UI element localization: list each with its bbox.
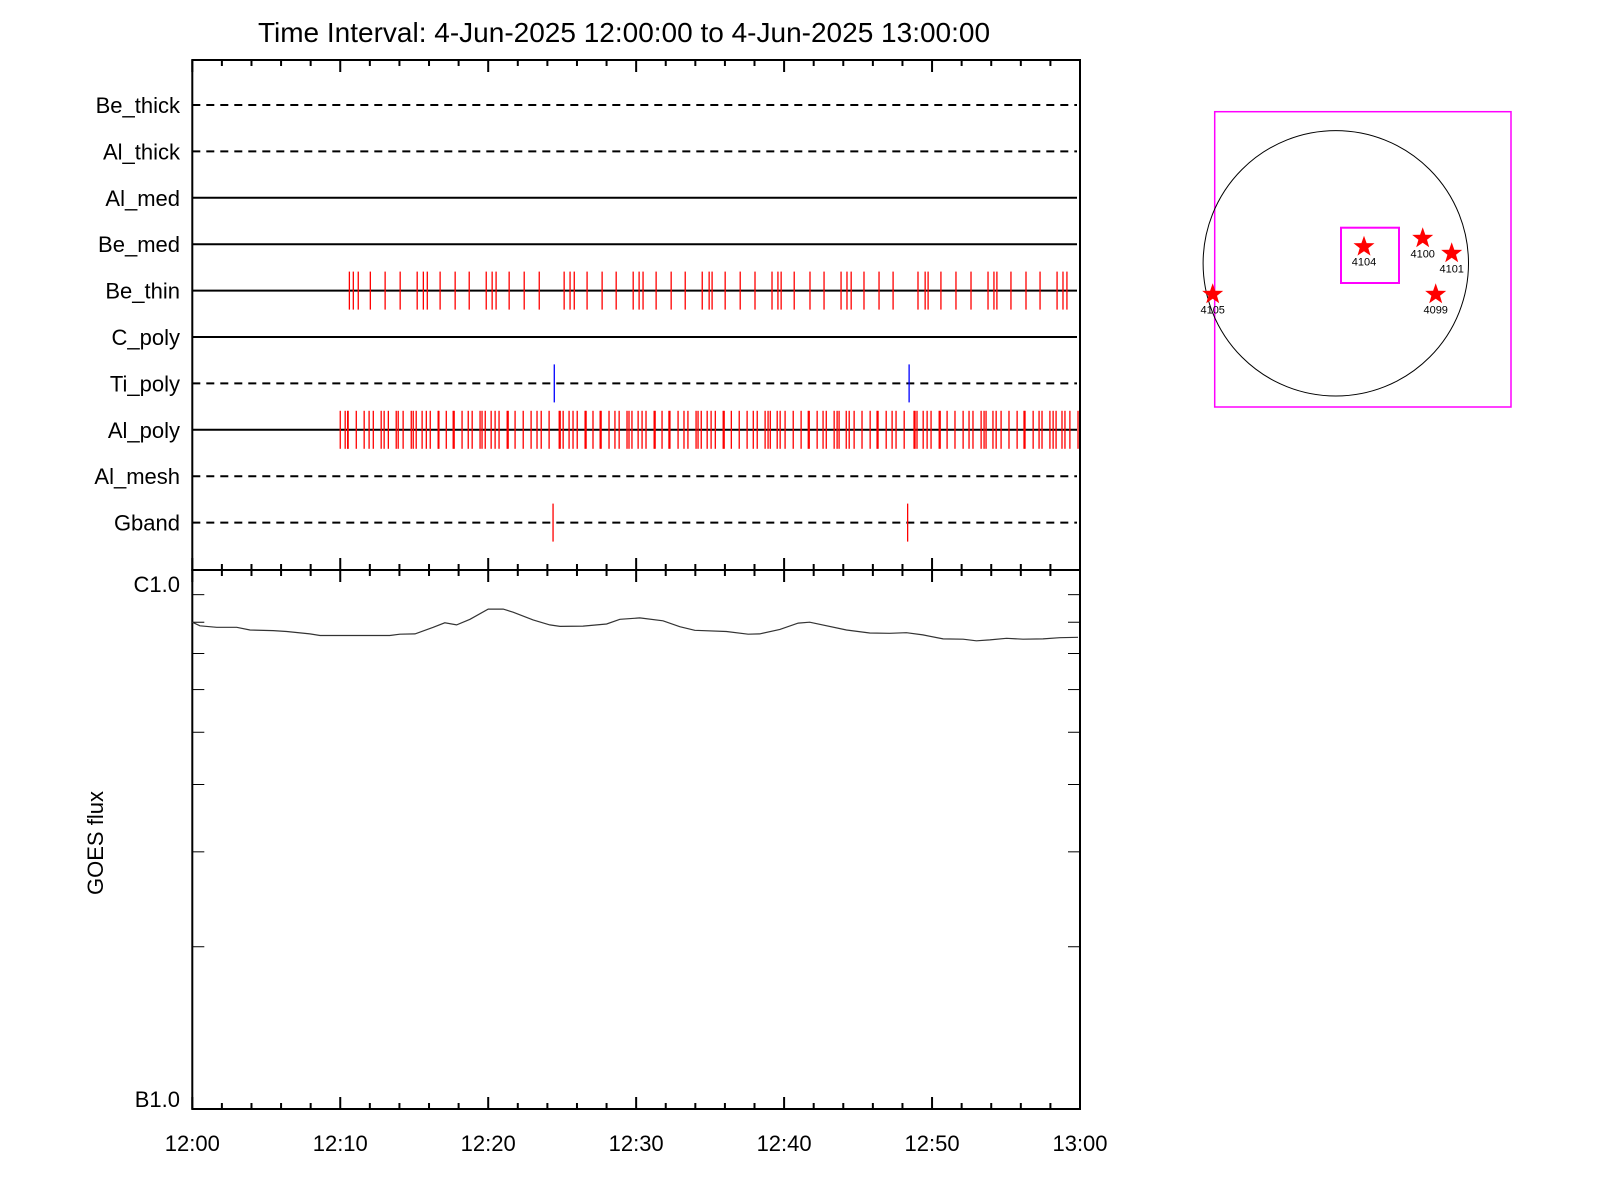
filter-timeline-panel: Be_thick Al_thick Al_med Be_med Be_thin C_pol… xyxy=(94,59,1082,571)
filter-label: C_poly xyxy=(112,325,180,350)
timeline-frame xyxy=(191,59,1082,571)
star-icon xyxy=(1353,235,1375,256)
region-label: 4104 xyxy=(1352,257,1376,269)
x-tick-label: 13:00 xyxy=(1052,1131,1107,1156)
y-tick-label: C1.0 xyxy=(134,572,180,597)
star-icon xyxy=(1202,283,1224,304)
y-tick-label: B1.0 xyxy=(135,1087,180,1112)
filter-label: Al_poly xyxy=(108,418,180,443)
goes-flux-panel: 12:00 12:10 12:20 12:30 12:40 12:50 13:00 C1.0 B… xyxy=(83,558,1108,1156)
x-tick-label: 12:00 xyxy=(165,1131,220,1156)
filter-row-al-med: Al_med xyxy=(105,186,1077,211)
star-icon xyxy=(1412,227,1434,248)
filter-label: Be_med xyxy=(98,232,180,257)
region-label: 4105 xyxy=(1200,304,1224,316)
filter-label: Al_thick xyxy=(103,139,181,164)
active-region-4101: 4101 xyxy=(1439,242,1464,275)
plot-title: Time Interval: 4-Jun-2025 12:00:00 to 4-… xyxy=(258,17,990,48)
star-icon xyxy=(1441,242,1463,263)
outer-fov-box xyxy=(1213,110,1512,408)
region-label: 4100 xyxy=(1410,248,1434,260)
star-icon xyxy=(1425,283,1447,304)
filter-row-ti-poly: Ti_poly xyxy=(110,364,1077,403)
goes-frame xyxy=(191,569,1082,1110)
solar-disk-map: 4104 4100 4101 4099 4105 xyxy=(1200,110,1512,408)
x-tick-label: 12:40 xyxy=(757,1131,812,1156)
filter-row-be-med: Be_med xyxy=(98,232,1077,257)
x-tick-label: 12:50 xyxy=(905,1131,960,1156)
filter-row-be-thick: Be_thick xyxy=(96,93,1077,118)
x-tick-label: 12:30 xyxy=(609,1131,664,1156)
filter-label: Be_thin xyxy=(105,279,180,304)
filter-row-al-poly: Al_poly xyxy=(108,410,1079,449)
filter-label: Ti_poly xyxy=(110,371,180,396)
active-region-4100: 4100 xyxy=(1410,227,1435,260)
filter-row-al-mesh: Al_mesh xyxy=(94,464,1077,489)
filter-row-c-poly: C_poly xyxy=(112,325,1077,350)
filter-row-al-thick: Al_thick xyxy=(103,139,1077,164)
active-region-4105: 4105 xyxy=(1200,283,1225,316)
x-tick-label: 12:10 xyxy=(313,1131,368,1156)
x-tick-label: 12:20 xyxy=(461,1131,516,1156)
filter-label: Gband xyxy=(114,511,180,536)
filter-label: Al_mesh xyxy=(94,464,180,489)
xrt-fov-box xyxy=(1340,226,1400,284)
solar-limb xyxy=(1202,130,1470,397)
y-axis-label: GOES flux xyxy=(83,791,108,895)
active-region-4104: 4104 xyxy=(1352,235,1376,269)
filter-row-gband: Gband xyxy=(114,503,1077,542)
filter-label: Be_thick xyxy=(96,93,181,118)
filter-row-be-thin: Be_thin xyxy=(105,271,1077,310)
region-label: 4099 xyxy=(1423,304,1447,316)
filter-label: Al_med xyxy=(105,186,180,211)
region-label: 4101 xyxy=(1439,263,1463,275)
active-region-4099: 4099 xyxy=(1423,283,1448,316)
goes-flux-line xyxy=(192,608,1079,642)
